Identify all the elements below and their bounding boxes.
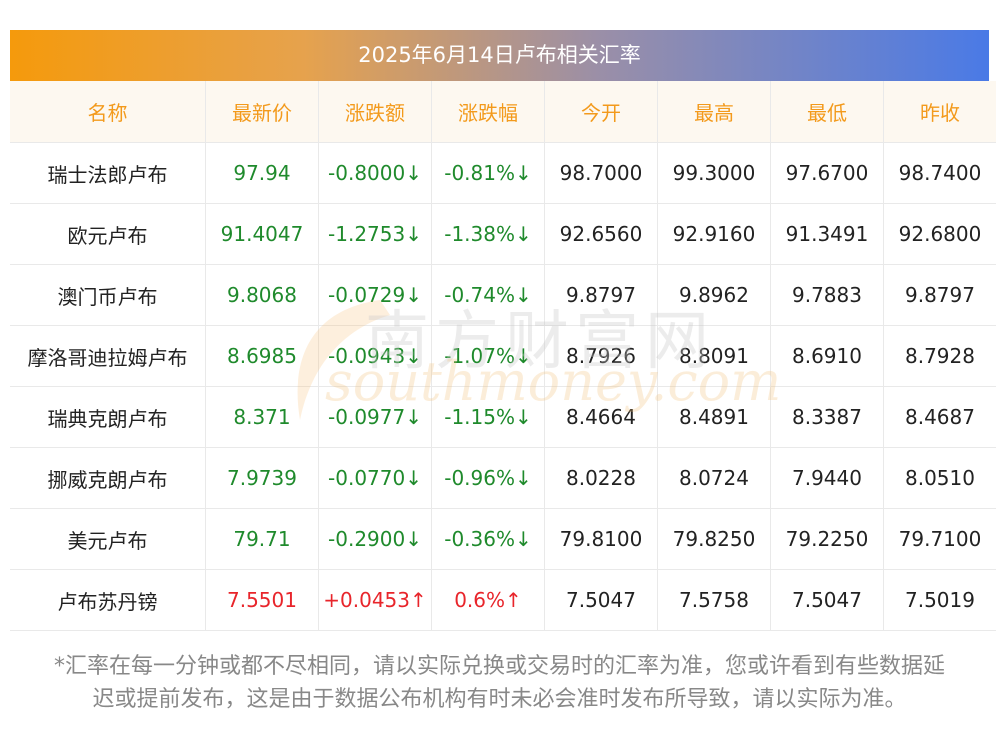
cell-latest: 7.5501 [205, 569, 319, 631]
header-high: 最高 [657, 81, 771, 143]
cell-name: 摩洛哥迪拉姆卢布 [10, 325, 206, 387]
table-row: 卢布苏丹镑 7.5501 +0.0453↑ 0.6%↑ 7.5047 7.5758 7.50… [10, 569, 996, 631]
header-prev: 昨收 [883, 81, 996, 143]
cell-high: 9.8962 [657, 264, 771, 326]
cell-name: 瑞典克朗卢布 [10, 386, 206, 448]
cell-change: -0.0977↓ [318, 386, 432, 448]
cell-latest: 79.71 [205, 508, 319, 570]
disclaimer-line-2: 迟或提前发布，这是由于数据公布机构有时未必会准时发布所导致，请以实际为准。 [92, 687, 907, 712]
cell-pct: -0.96%↓ [431, 447, 545, 509]
disclaimer-note: *汇率在每一分钟或都不尽相同，请以实际兑换或交易时的汇率为准，您或许看到有些数据… [10, 650, 989, 716]
cell-change: +0.0453↑ [318, 569, 432, 631]
header-change: 涨跌额 [318, 81, 432, 143]
cell-open: 8.4664 [544, 386, 658, 448]
cell-pct: -1.07%↓ [431, 325, 545, 387]
cell-pct: -0.74%↓ [431, 264, 545, 326]
cell-name: 挪威克朗卢布 [10, 447, 206, 509]
cell-open: 9.8797 [544, 264, 658, 326]
cell-prev: 92.6800 [883, 203, 996, 265]
cell-prev: 9.8797 [883, 264, 996, 326]
rate-table-card: 2025年6月14日卢布相关汇率 名称 最新价 涨跌额 涨跌幅 今开 最高 最低… [10, 30, 996, 631]
cell-open: 79.8100 [544, 508, 658, 570]
cell-pct: -0.81%↓ [431, 142, 545, 204]
cell-high: 7.5758 [657, 569, 771, 631]
cell-latest: 9.8068 [205, 264, 319, 326]
cell-low: 9.7883 [770, 264, 884, 326]
cell-prev: 8.7928 [883, 325, 996, 387]
table-row: 摩洛哥迪拉姆卢布 8.6985 -0.0943↓ -1.07%↓ 8.7926 8.809… [10, 325, 996, 387]
cell-high: 79.8250 [657, 508, 771, 570]
cell-name: 瑞士法郎卢布 [10, 142, 206, 204]
header-latest: 最新价 [205, 81, 319, 143]
cell-low: 91.3491 [770, 203, 884, 265]
cell-name: 卢布苏丹镑 [10, 569, 206, 631]
cell-latest: 97.94 [205, 142, 319, 204]
header-name: 名称 [10, 81, 206, 143]
cell-change: -0.0770↓ [318, 447, 432, 509]
cell-high: 8.8091 [657, 325, 771, 387]
table-row: 澳门币卢布 9.8068 -0.0729↓ -0.74%↓ 9.8797 9.8962 9.… [10, 264, 996, 326]
cell-low: 79.2250 [770, 508, 884, 570]
cell-change: -0.2900↓ [318, 508, 432, 570]
cell-high: 8.0724 [657, 447, 771, 509]
header-pct: 涨跌幅 [431, 81, 545, 143]
cell-high: 92.9160 [657, 203, 771, 265]
cell-latest: 8.371 [205, 386, 319, 448]
cell-open: 8.7926 [544, 325, 658, 387]
cell-latest: 8.6985 [205, 325, 319, 387]
cell-pct: -1.15%↓ [431, 386, 545, 448]
cell-low: 7.5047 [770, 569, 884, 631]
rate-table: 名称 最新价 涨跌额 涨跌幅 今开 最高 最低 昨收 瑞士法郎卢布 97.94 -0… [10, 81, 996, 631]
table-row: 欧元卢布 91.4047 -1.2753↓ -1.38%↓ 92.6560 92.9160… [10, 203, 996, 265]
cell-open: 98.7000 [544, 142, 658, 204]
cell-prev: 8.0510 [883, 447, 996, 509]
cell-pct: -1.38%↓ [431, 203, 545, 265]
cell-open: 92.6560 [544, 203, 658, 265]
cell-latest: 91.4047 [205, 203, 319, 265]
cell-pct: 0.6%↑ [431, 569, 545, 631]
cell-low: 7.9440 [770, 447, 884, 509]
table-row: 瑞士法郎卢布 97.94 -0.8000↓ -0.81%↓ 98.7000 99.3000… [10, 142, 996, 204]
disclaimer-line-1: *汇率在每一分钟或都不尽相同，请以实际兑换或交易时的汇率为准，您或许看到有些数据… [53, 654, 945, 679]
cell-prev: 8.4687 [883, 386, 996, 448]
cell-latest: 7.9739 [205, 447, 319, 509]
cell-prev: 79.7100 [883, 508, 996, 570]
cell-change: -0.0943↓ [318, 325, 432, 387]
header-row: 名称 最新价 涨跌额 涨跌幅 今开 最高 最低 昨收 [10, 81, 996, 143]
table-title: 2025年6月14日卢布相关汇率 [10, 30, 989, 81]
cell-low: 8.3387 [770, 386, 884, 448]
cell-name: 美元卢布 [10, 508, 206, 570]
cell-change: -0.8000↓ [318, 142, 432, 204]
cell-high: 8.4891 [657, 386, 771, 448]
cell-low: 8.6910 [770, 325, 884, 387]
cell-prev: 7.5019 [883, 569, 996, 631]
cell-name: 澳门币卢布 [10, 264, 206, 326]
cell-open: 8.0228 [544, 447, 658, 509]
table-row: 挪威克朗卢布 7.9739 -0.0770↓ -0.96%↓ 8.0228 8.0724 7… [10, 447, 996, 509]
cell-high: 99.3000 [657, 142, 771, 204]
table-row: 瑞典克朗卢布 8.371 -0.0977↓ -1.15%↓ 8.4664 8.4891 8.… [10, 386, 996, 448]
cell-change: -1.2753↓ [318, 203, 432, 265]
table-row: 美元卢布 79.71 -0.2900↓ -0.36%↓ 79.8100 79.8250 79… [10, 508, 996, 570]
cell-low: 97.6700 [770, 142, 884, 204]
cell-open: 7.5047 [544, 569, 658, 631]
cell-change: -0.0729↓ [318, 264, 432, 326]
cell-name: 欧元卢布 [10, 203, 206, 265]
cell-prev: 98.7400 [883, 142, 996, 204]
header-low: 最低 [770, 81, 884, 143]
header-open: 今开 [544, 81, 658, 143]
cell-pct: -0.36%↓ [431, 508, 545, 570]
